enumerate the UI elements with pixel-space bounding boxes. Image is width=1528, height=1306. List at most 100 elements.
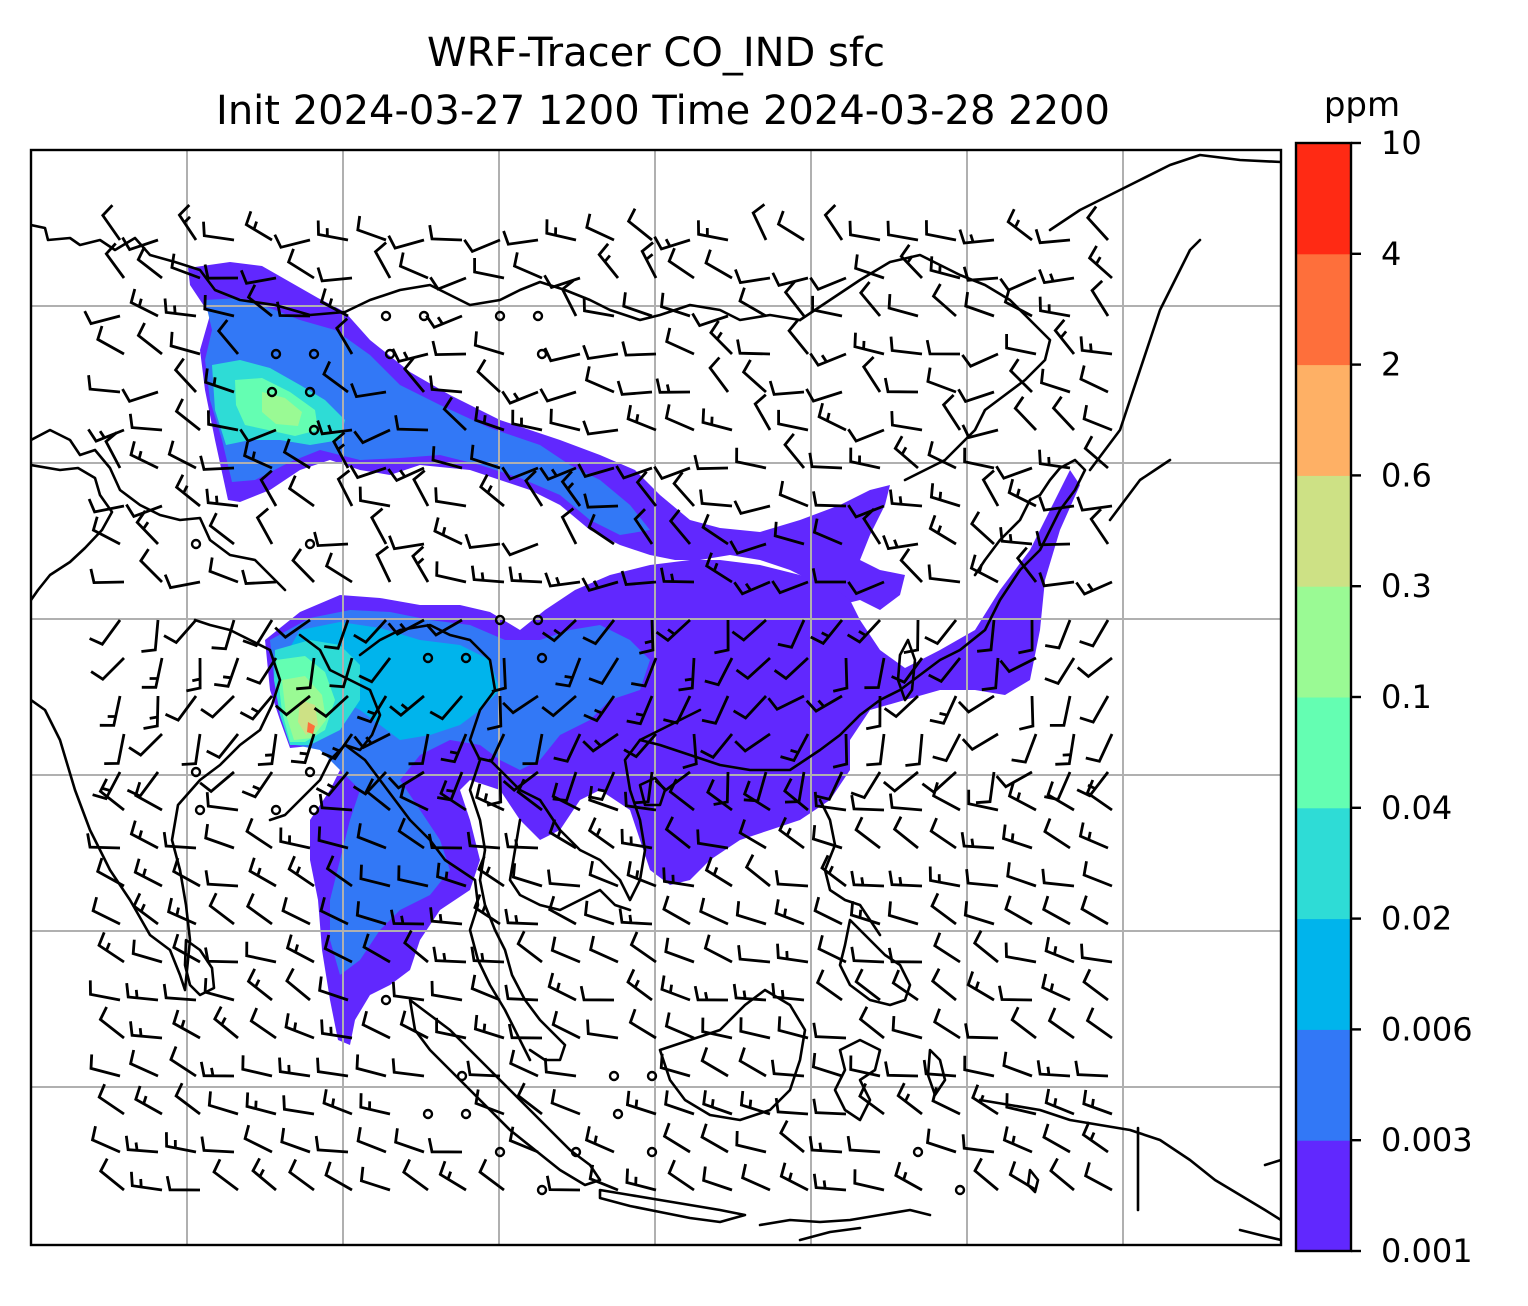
wind-barb xyxy=(771,982,805,1002)
wind-barb xyxy=(544,572,581,588)
philippines-north xyxy=(818,798,882,937)
wind-barb xyxy=(899,244,924,279)
wind-barb xyxy=(358,486,391,508)
wind-barb xyxy=(588,785,619,812)
wind-barb xyxy=(549,408,581,432)
wind-barb xyxy=(963,447,995,470)
wind-barb xyxy=(83,310,121,326)
wind-barb xyxy=(929,817,957,850)
wind-barb xyxy=(811,1052,843,1078)
wind-barb xyxy=(583,695,616,723)
wind-barb xyxy=(820,854,847,888)
plot-title: WRF-Tracer CO_IND sfc xyxy=(427,30,885,76)
wind-barb xyxy=(738,819,767,850)
wind-barb xyxy=(502,230,539,246)
wind-barb xyxy=(733,500,771,516)
wind-barb xyxy=(473,1014,505,1040)
wind-barb xyxy=(925,339,961,356)
wind-barb xyxy=(667,247,695,280)
wind-barb xyxy=(502,770,539,793)
wind-barb xyxy=(428,224,463,242)
wind-barb xyxy=(584,366,615,394)
wind-barb xyxy=(961,424,999,440)
wind-barb xyxy=(700,1123,729,1154)
wind-barb xyxy=(356,215,387,242)
wind-barb xyxy=(1010,1006,1037,1040)
wind-barb xyxy=(516,930,543,964)
wind-barb xyxy=(316,220,349,242)
wind-barb xyxy=(783,280,806,317)
wind-barb xyxy=(706,779,733,812)
wind-barb xyxy=(664,404,695,432)
wind-barb xyxy=(539,466,577,482)
wind-barb xyxy=(504,832,539,850)
wind-barb xyxy=(858,281,882,317)
wind-barb xyxy=(435,561,467,584)
wind-barb xyxy=(1049,1157,1075,1192)
wind-barb xyxy=(89,568,125,585)
wind-barb xyxy=(163,574,201,590)
wind-barb xyxy=(701,1017,733,1040)
tracer-concentration-field xyxy=(188,262,1080,1045)
wind-barb xyxy=(732,983,767,1002)
calm-wind-marker xyxy=(308,424,320,436)
colorbar-tick-label: 0.001 xyxy=(1381,1232,1473,1270)
wind-barb xyxy=(1082,968,1109,1002)
wind-barb xyxy=(630,657,658,688)
wind-barb xyxy=(242,619,274,648)
wind-barb xyxy=(823,204,844,241)
wind-barb xyxy=(205,792,239,812)
wind-barb xyxy=(551,1010,581,1040)
wind-barb xyxy=(662,1122,691,1154)
wind-barb xyxy=(390,909,425,926)
colorbar-tick-label: 0.04 xyxy=(1381,789,1452,827)
wind-barb xyxy=(522,733,544,766)
wind-barb xyxy=(199,455,235,471)
wind-barb xyxy=(588,1164,619,1192)
wind-barb xyxy=(101,204,122,241)
wind-barb xyxy=(285,934,315,964)
wind-barb xyxy=(501,542,539,557)
wind-barb xyxy=(767,694,805,711)
wind-barb xyxy=(389,694,425,718)
wind-barb xyxy=(1038,269,1075,285)
colorbar-tick-label: 0.6 xyxy=(1381,456,1432,494)
wind-barb xyxy=(245,817,273,850)
wind-barb xyxy=(787,319,810,355)
wind-barb xyxy=(353,428,391,445)
wind-barb xyxy=(398,252,429,280)
colorbar-segment xyxy=(1296,253,1351,366)
wind-barb xyxy=(90,1125,121,1154)
map-panel xyxy=(31,150,1281,1245)
wind-barb xyxy=(322,360,349,394)
wind-barb xyxy=(322,1089,353,1116)
wind-barb xyxy=(858,1006,885,1040)
colorbar-tick-label: 10 xyxy=(1381,124,1422,162)
wind-barb xyxy=(435,1017,467,1040)
wind-barb xyxy=(356,823,387,850)
wind-barb xyxy=(773,521,805,546)
wind-barb xyxy=(854,254,885,280)
wind-barb xyxy=(771,580,809,595)
wind-barb xyxy=(508,1126,539,1154)
wind-barb xyxy=(770,1059,805,1078)
wind-barb xyxy=(170,253,201,280)
wind-barb xyxy=(214,657,240,688)
wind-barb xyxy=(700,733,734,760)
wind-barb xyxy=(1053,318,1076,355)
wind-barb xyxy=(1090,279,1110,317)
wind-barb xyxy=(638,619,655,655)
wind-barb xyxy=(813,896,843,926)
wind-barb xyxy=(931,782,961,812)
wind-barb xyxy=(387,235,425,250)
wind-barb xyxy=(1079,695,1110,724)
wind-barb xyxy=(318,793,353,812)
wind-barb xyxy=(332,431,350,469)
wind-barb xyxy=(470,974,501,1002)
wind-barb xyxy=(812,1022,847,1040)
wind-barb xyxy=(932,733,962,763)
wind-barb xyxy=(654,770,691,792)
wind-barb xyxy=(286,248,315,280)
wind-barb xyxy=(929,483,961,508)
wind-barb xyxy=(216,319,240,355)
